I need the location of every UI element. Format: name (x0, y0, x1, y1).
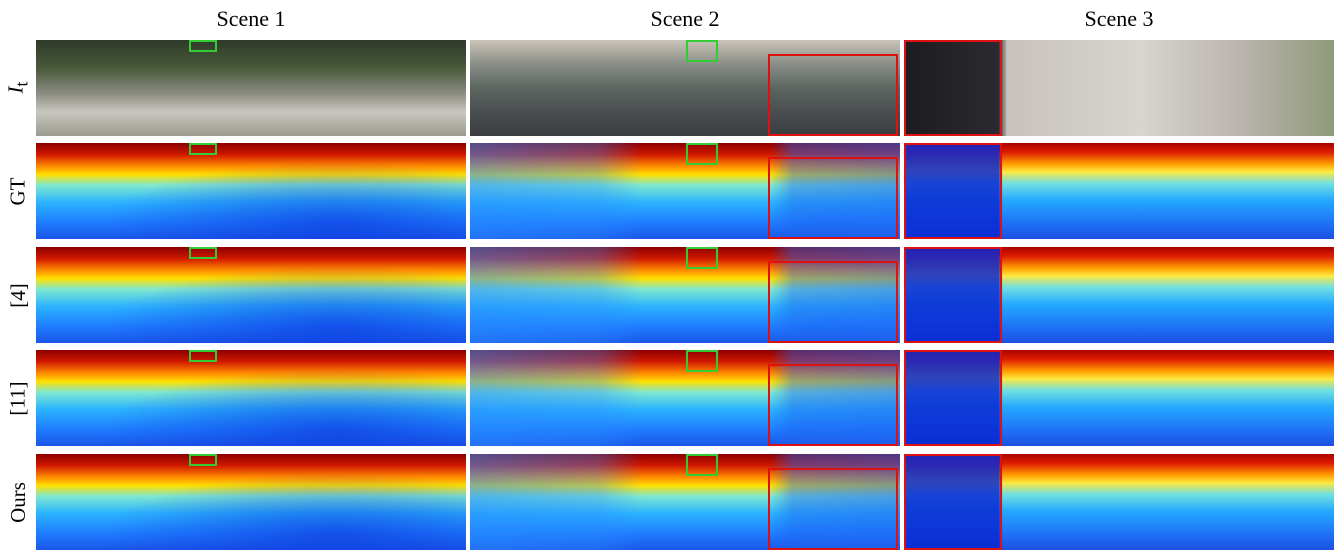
red-highlight-box (768, 261, 898, 343)
green-highlight-box (686, 247, 718, 269)
red-highlight-box (904, 454, 1002, 550)
depth-map-ours-scene-2 (470, 454, 900, 550)
row-label-input: It (3, 82, 32, 94)
red-highlight-box (904, 350, 1002, 446)
green-highlight-box (189, 350, 217, 362)
green-highlight-box (189, 454, 217, 466)
red-highlight-box (904, 40, 1002, 136)
green-highlight-box (189, 143, 217, 155)
column-title-scene-1: Scene 1 (216, 6, 286, 31)
row-label-gt: GT (5, 177, 30, 205)
depth-map-method-4-scene-3 (904, 247, 1334, 343)
green-highlight-box (686, 454, 718, 476)
red-highlight-box (768, 54, 898, 136)
rgb-image-input-scene-3 (904, 40, 1334, 136)
column-title-scene-3: Scene 3 (1084, 6, 1154, 31)
depth-map-ours-scene-1 (36, 454, 466, 550)
red-highlight-box (904, 247, 1002, 343)
red-highlight-box (904, 143, 1002, 239)
depth-map-method-11-scene-3 (904, 350, 1334, 446)
green-highlight-box (189, 40, 217, 52)
green-highlight-box (686, 350, 718, 372)
green-highlight-box (686, 40, 718, 62)
depth-map-method-11-scene-2 (470, 350, 900, 446)
column-title-scene-2: Scene 2 (650, 6, 720, 31)
row-label-method-4: [4] (5, 282, 30, 308)
rgb-image-input-scene-1 (36, 40, 466, 136)
green-highlight-box (189, 247, 217, 259)
depth-map-gt-scene-1 (36, 143, 466, 239)
depth-map-method-4-scene-2 (470, 247, 900, 343)
rgb-image-input-scene-2 (470, 40, 900, 136)
depth-map-gt-scene-2 (470, 143, 900, 239)
depth-map-gt-scene-3 (904, 143, 1334, 239)
red-highlight-box (768, 468, 898, 550)
depth-map-ours-scene-3 (904, 454, 1334, 550)
red-highlight-box (768, 157, 898, 239)
green-highlight-box (686, 143, 718, 165)
row-label-method-11: [11] (5, 380, 30, 416)
row-label-ours: Ours (5, 481, 30, 523)
red-highlight-box (768, 364, 898, 446)
depth-map-method-4-scene-1 (36, 247, 466, 343)
depth-map-method-11-scene-1 (36, 350, 466, 446)
